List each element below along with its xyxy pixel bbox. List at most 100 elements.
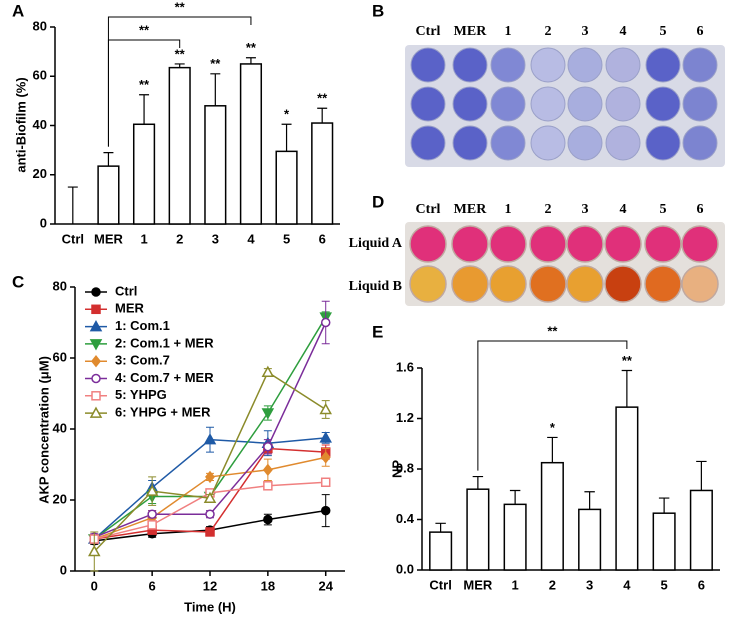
well [566, 265, 604, 303]
legend-marker [91, 373, 101, 384]
well [567, 47, 603, 83]
bracket-label: ** [175, 0, 186, 14]
point [261, 408, 275, 420]
bar [429, 531, 453, 571]
well [604, 265, 642, 303]
panel-label: A [12, 1, 24, 20]
point [262, 463, 273, 477]
point [320, 317, 331, 328]
y-tick-label: 80 [33, 18, 47, 33]
legend-label: 1: Com.1 [115, 318, 170, 333]
legend-label: 3: Com.7 [115, 353, 170, 368]
y-tick-label: 20 [53, 491, 67, 506]
error-bar [509, 489, 521, 505]
well [451, 225, 489, 263]
bar [503, 503, 527, 571]
well [681, 225, 719, 263]
column-label: 2 [545, 202, 552, 217]
x-tick-label: 4 [623, 577, 631, 592]
point [263, 442, 273, 452]
x-tick-label: 2 [549, 577, 556, 592]
point [88, 544, 101, 557]
x-tick-label: 12 [203, 578, 217, 593]
well [567, 125, 603, 161]
bar [239, 63, 263, 225]
panel-label: C [12, 272, 24, 291]
column-label: 3 [582, 202, 589, 217]
legend-marker [91, 354, 101, 368]
x-tick-label: Ctrl [429, 577, 451, 592]
well [681, 265, 719, 303]
bar [466, 488, 490, 571]
y-tick-label: 20 [33, 166, 47, 181]
legend-marker [89, 339, 103, 351]
point [319, 431, 332, 443]
column-label: 4 [620, 24, 627, 39]
significance: * [284, 107, 290, 122]
well [566, 225, 604, 263]
row-label: Liquid B [349, 279, 402, 294]
panel-label: D [372, 192, 384, 211]
column-label: 3 [582, 24, 589, 39]
column-label: MER [454, 202, 488, 217]
column-label: 2 [545, 24, 552, 39]
well [682, 47, 718, 83]
error-bar [174, 63, 185, 68]
error-bar [210, 73, 221, 106]
y-tick-label: 0 [40, 215, 47, 230]
well [529, 265, 567, 303]
well [644, 265, 682, 303]
well [489, 225, 527, 263]
legend-marker [89, 320, 103, 332]
column-label: 6 [697, 24, 704, 39]
x-tick-label: 5 [661, 577, 668, 592]
error-bar [281, 123, 292, 152]
point [147, 509, 157, 519]
well [645, 86, 681, 122]
panel-label: B [372, 1, 384, 20]
point [320, 451, 331, 464]
point [319, 402, 332, 415]
well [409, 225, 447, 263]
well [530, 86, 566, 122]
panel-label: E [372, 322, 383, 341]
bar [689, 489, 713, 571]
x-tick-label: 18 [261, 578, 275, 593]
well [490, 47, 526, 83]
y-tick-label: 60 [33, 68, 47, 83]
row-label: Liquid A [349, 236, 403, 251]
legend-marker [91, 391, 101, 401]
y-tick-label: 0.0 [396, 561, 414, 576]
legend-label: 5: YHPG [115, 387, 167, 402]
point [320, 477, 331, 487]
bracket [477, 340, 628, 471]
well [410, 86, 446, 122]
y-tick-label: 0 [60, 562, 67, 577]
x-tick-label: 1 [140, 231, 147, 246]
point [261, 365, 275, 377]
x-tick-label: 6 [698, 577, 705, 592]
y-axis-label: anti-Biofilm (%) [13, 77, 28, 172]
column-label: 1 [505, 24, 512, 39]
x-tick-label: 3 [212, 231, 219, 246]
significance: ** [139, 77, 150, 92]
error-bar [245, 57, 256, 64]
column-label: 1 [505, 202, 512, 217]
point [145, 484, 159, 496]
column-label: Ctrl [416, 24, 441, 39]
well [452, 125, 488, 161]
x-tick-label: 6 [319, 231, 326, 246]
error-bar [103, 151, 114, 167]
y-tick-label: 60 [53, 349, 67, 364]
x-tick-label: 0 [91, 578, 98, 593]
bracket-label: ** [547, 323, 558, 338]
well [451, 265, 489, 303]
error-bar [435, 522, 446, 533]
point [205, 470, 215, 484]
x-tick-label: 24 [318, 578, 333, 593]
x-tick-label: 2 [176, 231, 183, 246]
column-label: 5 [660, 24, 667, 39]
error-bar [472, 475, 484, 490]
y-tick-label: 40 [53, 420, 67, 435]
y-tick-label: 0.4 [396, 511, 415, 526]
